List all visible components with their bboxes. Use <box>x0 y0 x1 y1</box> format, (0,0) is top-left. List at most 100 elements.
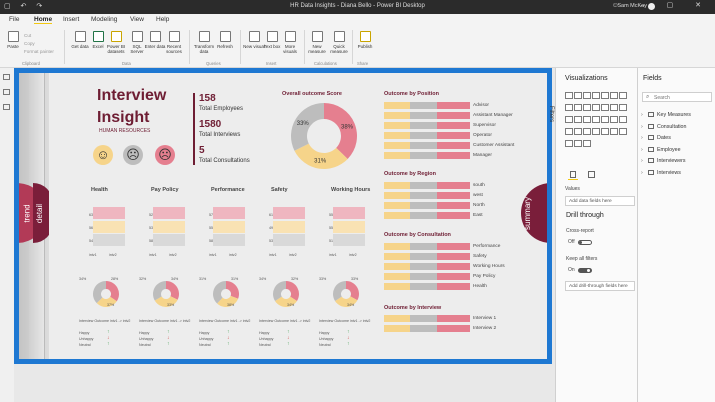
menu-help[interactable]: Help <box>156 16 170 23</box>
visual-stacked-icon[interactable] <box>583 92 591 99</box>
donut-slice[interactable] <box>335 296 358 307</box>
format-paint-icon[interactable] <box>588 171 595 178</box>
menu-home[interactable]: Home <box>34 16 53 24</box>
visual-type-grid[interactable] <box>565 92 635 152</box>
transform-data-button[interactable]: Transform data <box>193 31 215 54</box>
visual-pie-icon[interactable] <box>592 104 600 111</box>
outcome-bar-row[interactable] <box>384 102 470 109</box>
donut-slice[interactable] <box>275 296 297 307</box>
visual-bar-icon[interactable] <box>565 92 573 99</box>
visual-column-icon[interactable] <box>574 92 582 99</box>
field-table-interviewers[interactable]: › Interviewers <box>641 158 686 164</box>
visual-ribbon-icon[interactable] <box>565 104 573 111</box>
excel-button[interactable]: Excel <box>87 31 109 49</box>
metric-ribbon-chart[interactable] <box>93 207 125 247</box>
donut-slice[interactable] <box>226 281 239 299</box>
menu-modeling[interactable]: Modeling <box>91 16 118 23</box>
paste-button[interactable]: Paste <box>2 31 24 49</box>
fields-well-tab[interactable] <box>568 170 578 180</box>
visual-r-icon[interactable] <box>583 128 591 135</box>
text-box-button[interactable]: Text box <box>261 31 283 49</box>
visual-waterfall-icon[interactable] <box>574 104 582 111</box>
outcome-bar-row[interactable] <box>384 192 470 199</box>
model-view-icon[interactable] <box>3 104 10 110</box>
visual-narrative-icon[interactable] <box>619 128 627 135</box>
detail-tab[interactable]: detail <box>33 183 53 243</box>
outcome-bar-row[interactable] <box>384 325 470 332</box>
metric-performance[interactable]: Performance575755555858intv1intv231%31%3… <box>193 73 251 359</box>
format-painter-button[interactable]: Format painter <box>24 49 54 54</box>
donut-slice[interactable] <box>93 281 106 304</box>
outcome-bar-row[interactable] <box>384 132 470 139</box>
visual-scatter-icon[interactable] <box>583 104 591 111</box>
donut-slice[interactable] <box>346 281 359 301</box>
outcome-bar-row[interactable] <box>384 212 470 219</box>
enter-data-button[interactable]: Enter data <box>144 31 166 49</box>
donut-slice[interactable] <box>96 296 117 307</box>
menu-file[interactable]: File <box>9 16 20 23</box>
visual-decomp-icon[interactable] <box>601 128 609 135</box>
visual-qa-icon[interactable] <box>610 128 618 135</box>
donut-slice[interactable] <box>333 281 346 301</box>
outcome-bar-row[interactable] <box>384 182 470 189</box>
donut-slice[interactable] <box>153 281 166 301</box>
menu-view[interactable]: View <box>130 16 144 23</box>
donut-slice[interactable] <box>273 281 286 301</box>
menu-insert[interactable]: Insert <box>63 16 80 23</box>
metric-donut[interactable] <box>151 279 181 309</box>
quick-measure-button[interactable]: Quick measure <box>328 31 350 54</box>
add-drill-fields-dropzone[interactable]: Add drill-through fields here <box>565 281 635 291</box>
outcome-bar-row[interactable] <box>384 315 470 322</box>
visual-matrix-icon[interactable] <box>574 128 582 135</box>
visual-gauge-icon[interactable] <box>583 116 591 123</box>
visual-map-icon[interactable] <box>619 104 627 111</box>
visual-area-icon[interactable] <box>619 92 627 99</box>
metric-working-hours[interactable]: Working Hours555555555151intv1intv233%33… <box>313 73 371 359</box>
window-controls[interactable]: ☺ – ▢ ✕ <box>611 2 711 9</box>
donut-slice[interactable] <box>324 103 357 159</box>
happy-face-icon[interactable]: ☺ <box>93 145 113 165</box>
donut-slice[interactable] <box>213 281 226 304</box>
cut-button[interactable]: Cut <box>24 33 32 38</box>
donut-slice[interactable] <box>294 143 348 169</box>
filters-pane-collapsed[interactable]: Filters <box>547 75 555 135</box>
donut-slice[interactable] <box>106 281 119 302</box>
copy-button[interactable]: Copy <box>24 41 35 46</box>
outcome-bar-row[interactable] <box>384 253 470 260</box>
field-table-consultation[interactable]: › Consultation <box>641 123 686 130</box>
quick-access-icons[interactable]: ▢ ↶ ↷ <box>4 3 47 10</box>
metric-ribbon-chart[interactable] <box>333 207 365 247</box>
visual-extra-icon[interactable] <box>583 140 591 147</box>
donut-slice[interactable] <box>166 281 179 300</box>
powerbi-datasets-button[interactable]: Power BI datasets <box>105 31 127 54</box>
metric-donut[interactable] <box>271 279 301 309</box>
visual-kpi-icon[interactable] <box>610 116 618 123</box>
metric-donut[interactable] <box>91 279 121 309</box>
sql-server-button[interactable]: SQL Server <box>126 31 148 54</box>
visual-100-icon[interactable] <box>601 92 609 99</box>
metric-health[interactable]: Health636356565454intv1intv234%28%37%Int… <box>73 73 131 359</box>
field-table-dates[interactable]: › Dates <box>641 135 671 141</box>
refresh-button[interactable]: Refresh <box>214 31 236 49</box>
visual-funnel-icon[interactable] <box>574 116 582 123</box>
data-view-icon[interactable] <box>3 89 10 95</box>
donut-slice[interactable] <box>217 295 239 307</box>
metric-donut[interactable] <box>331 279 361 309</box>
cross-report-toggle[interactable] <box>578 240 592 245</box>
neutral-face-icon[interactable]: ☹ <box>123 145 143 165</box>
new-visual-button[interactable]: New visual <box>243 31 265 49</box>
metric-donut[interactable] <box>211 279 241 309</box>
unhappy-face-icon[interactable]: ☹ <box>155 145 175 165</box>
outcome-bar-row[interactable] <box>384 122 470 129</box>
search-input[interactable] <box>654 94 709 101</box>
add-data-fields-dropzone[interactable]: Add data fields here <box>565 196 635 206</box>
outcome-bar-row[interactable] <box>384 273 470 280</box>
metric-safety[interactable]: Safety616149495353intv1intv234%32%34%Int… <box>253 73 311 359</box>
field-table-interviews[interactable]: › Interviews <box>641 169 681 176</box>
visual-treemap-icon[interactable] <box>610 104 618 111</box>
outcome-bar-row[interactable] <box>384 152 470 159</box>
outcome-score-donut[interactable]: 38% 31% 33% <box>289 101 359 171</box>
metric-ribbon-chart[interactable] <box>213 207 245 247</box>
visual-more-icon[interactable] <box>574 140 582 147</box>
get-data-button[interactable]: Get data <box>69 31 91 49</box>
